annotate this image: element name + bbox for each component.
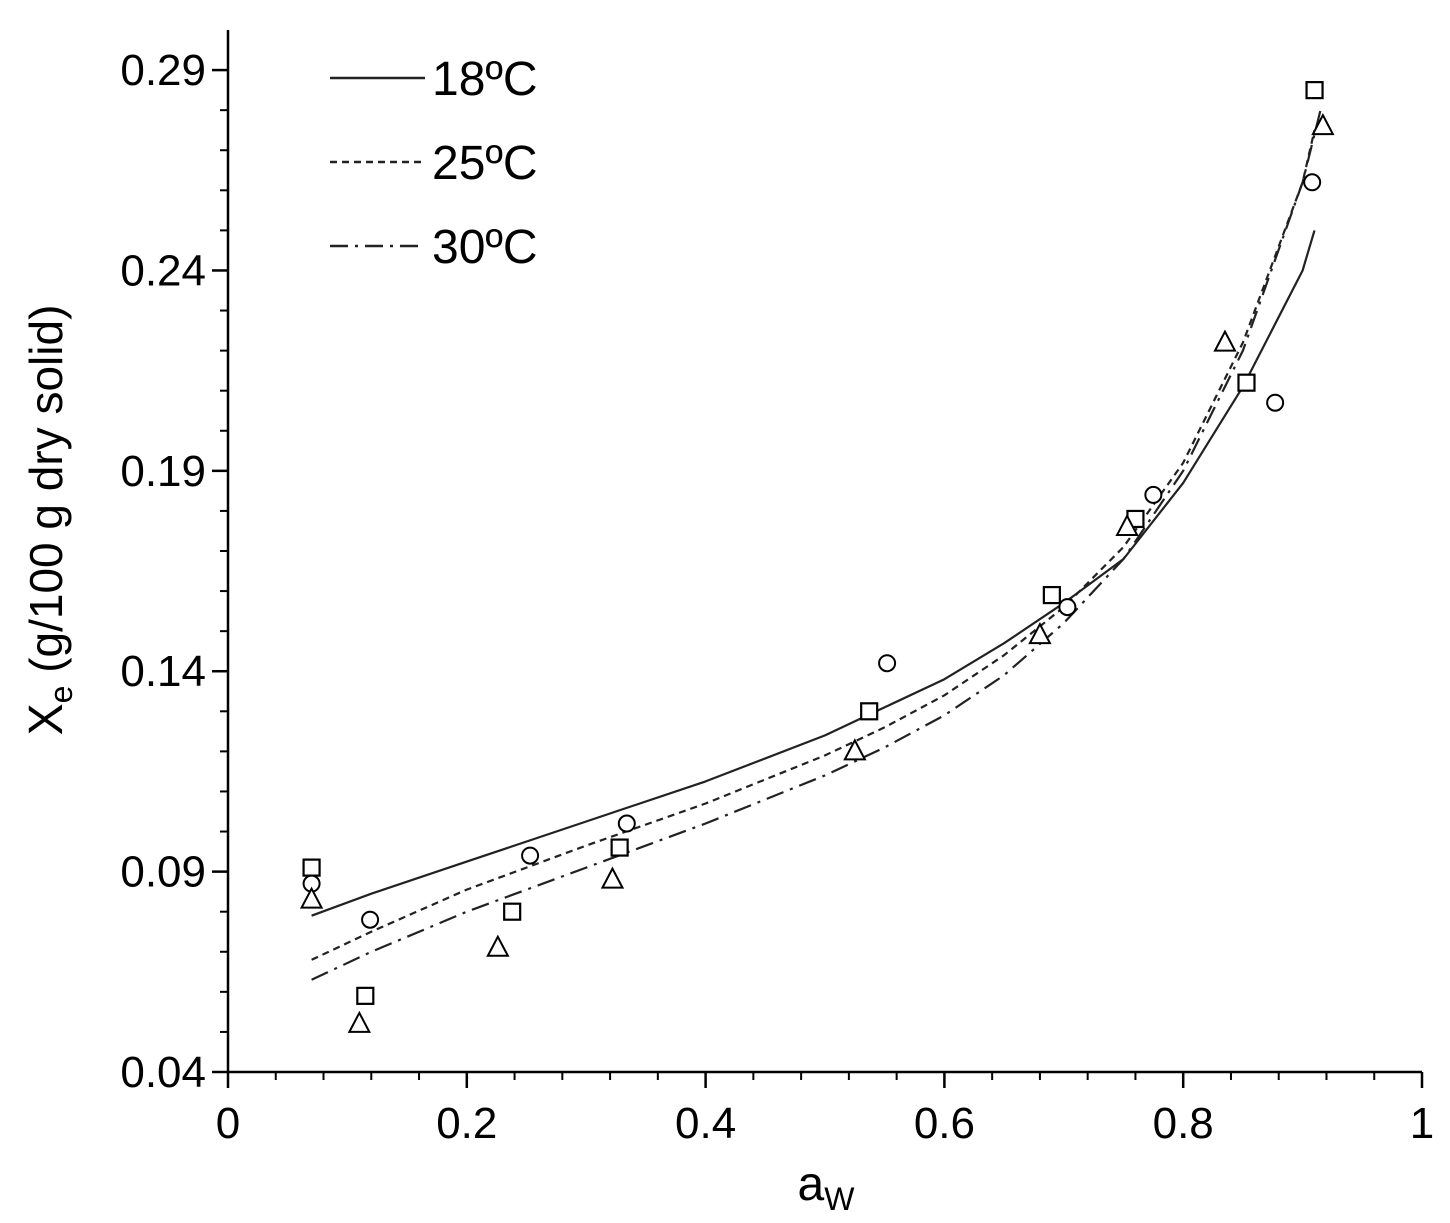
triangle-marker <box>1115 513 1139 536</box>
y-axis-label-main: X <box>20 703 73 735</box>
x-tick-label: 0.4 <box>675 1099 736 1148</box>
x-axis-label: aW <box>798 1158 856 1217</box>
y-axis-label-rest: (g/100 g dry solid) <box>20 305 72 686</box>
square-marker <box>1305 81 1324 100</box>
square-marker <box>1042 585 1061 605</box>
data-points <box>299 81 1335 1033</box>
x-axis-label-sub: W <box>824 1181 855 1217</box>
legend: 18ºC 25ºC 30ºC <box>330 53 538 274</box>
x-tick-label: 1 <box>1410 1099 1434 1148</box>
triangle-marker <box>1311 113 1335 136</box>
series-line-dashed <box>311 129 1316 961</box>
legend-label: 30ºC <box>432 221 538 274</box>
triangle-marker <box>1028 622 1052 645</box>
triangle-marker <box>843 738 867 761</box>
circle-marker <box>1058 598 1077 617</box>
triangle-marker <box>600 866 625 889</box>
y-tick-label: 0.09 <box>120 848 206 897</box>
y-axis-label: Xe (g/100 g dry solid) <box>20 305 79 736</box>
circle-marker <box>521 846 540 865</box>
circle-marker <box>878 654 897 673</box>
y-tick-label: 0.24 <box>120 246 206 295</box>
x-tick-label: 0 <box>216 1099 240 1148</box>
triangle-marker <box>1213 329 1237 352</box>
square-marker <box>610 838 629 857</box>
square-marker <box>356 986 375 1005</box>
x-axis-label-main: a <box>798 1158 825 1211</box>
y-tick-label: 0.14 <box>120 647 206 696</box>
y-axis-label-sub: e <box>43 686 79 704</box>
circle-marker <box>361 910 380 929</box>
circle-marker <box>1144 485 1163 504</box>
circle-marker <box>1303 173 1322 192</box>
y-tick-label: 0.04 <box>120 1048 206 1097</box>
x-tick-label: 0.6 <box>914 1099 975 1148</box>
square-marker <box>302 858 321 877</box>
triangle-marker <box>347 1010 371 1033</box>
square-marker <box>503 902 522 921</box>
x-tick-label: 0.8 <box>1153 1099 1214 1148</box>
triangle-marker <box>299 886 324 909</box>
axes: 0.04 0.09 0.14 0.19 0.24 0.29 0 0.2 0.4 0.6 0.8 1 <box>120 30 1434 1148</box>
triangle-marker <box>486 934 510 957</box>
square-marker <box>860 702 879 721</box>
y-tick-label: 0.29 <box>120 46 206 95</box>
y-tick-label: 0.19 <box>120 447 206 496</box>
circle-marker <box>617 814 636 833</box>
series-line-solid <box>311 230 1316 917</box>
circle-marker <box>1266 393 1285 412</box>
x-tick-label: 0.2 <box>436 1099 497 1148</box>
square-marker <box>1237 373 1256 392</box>
series-line-dashdot <box>311 109 1322 981</box>
legend-label: 18ºC <box>432 53 538 106</box>
fitted-curves <box>311 109 1322 981</box>
legend-label: 25ºC <box>432 137 538 190</box>
